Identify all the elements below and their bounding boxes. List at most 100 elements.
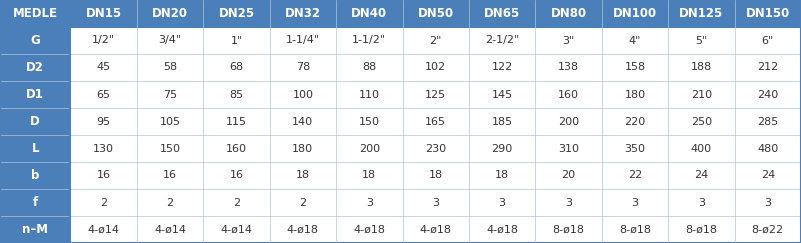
Bar — [137, 189, 203, 216]
Bar — [535, 216, 602, 243]
Bar — [70, 81, 137, 108]
Bar — [469, 54, 535, 81]
Text: 102: 102 — [425, 62, 446, 72]
Bar — [735, 27, 801, 54]
Text: 4-ø18: 4-ø18 — [287, 225, 319, 234]
Bar — [469, 0, 535, 27]
Text: 158: 158 — [625, 62, 646, 72]
Text: DN32: DN32 — [285, 7, 321, 20]
Bar — [0, 216, 70, 243]
Text: 18: 18 — [362, 171, 376, 181]
Bar — [137, 162, 203, 189]
Bar — [535, 108, 602, 135]
Text: L: L — [31, 142, 39, 155]
Bar — [735, 135, 801, 162]
Text: 165: 165 — [425, 116, 446, 127]
Text: 220: 220 — [624, 116, 646, 127]
Bar — [402, 0, 469, 27]
Text: 3: 3 — [764, 198, 771, 208]
Text: 5": 5" — [695, 35, 707, 45]
Bar — [137, 54, 203, 81]
Bar — [535, 0, 602, 27]
Text: DN15: DN15 — [86, 7, 122, 20]
Bar — [270, 108, 336, 135]
Text: 230: 230 — [425, 144, 446, 154]
Bar — [70, 135, 137, 162]
Text: 78: 78 — [296, 62, 310, 72]
Text: 8-ø18: 8-ø18 — [686, 225, 718, 234]
Bar — [535, 189, 602, 216]
Text: 160: 160 — [226, 144, 247, 154]
Bar — [602, 81, 668, 108]
Bar — [336, 189, 402, 216]
Bar — [469, 81, 535, 108]
Text: 2: 2 — [233, 198, 240, 208]
Bar — [402, 81, 469, 108]
Bar — [668, 189, 735, 216]
Bar — [602, 162, 668, 189]
Text: 285: 285 — [757, 116, 779, 127]
Bar — [336, 108, 402, 135]
Bar — [70, 27, 137, 54]
Text: 18: 18 — [296, 171, 310, 181]
Bar — [203, 81, 270, 108]
Text: 24: 24 — [694, 171, 709, 181]
Bar — [469, 189, 535, 216]
Bar — [336, 162, 402, 189]
Text: 185: 185 — [492, 116, 513, 127]
Bar — [602, 54, 668, 81]
Text: 8-ø22: 8-ø22 — [751, 225, 784, 234]
Text: 240: 240 — [757, 89, 779, 99]
Bar — [203, 27, 270, 54]
Text: 100: 100 — [292, 89, 313, 99]
Text: 2": 2" — [429, 35, 442, 45]
Text: 125: 125 — [425, 89, 446, 99]
Text: D1: D1 — [26, 88, 44, 101]
Bar — [535, 27, 602, 54]
Bar — [469, 135, 535, 162]
Bar — [336, 0, 402, 27]
Text: 20: 20 — [562, 171, 576, 181]
Bar — [0, 81, 70, 108]
Text: 2: 2 — [167, 198, 174, 208]
Bar — [535, 54, 602, 81]
Text: 3/4": 3/4" — [159, 35, 182, 45]
Text: 290: 290 — [492, 144, 513, 154]
Text: DN50: DN50 — [417, 7, 454, 20]
Bar — [270, 27, 336, 54]
Text: f: f — [33, 196, 38, 209]
Text: 45: 45 — [97, 62, 111, 72]
Text: 2: 2 — [100, 198, 107, 208]
Text: 145: 145 — [492, 89, 513, 99]
Text: 212: 212 — [757, 62, 779, 72]
Bar — [668, 0, 735, 27]
Text: 1-1/4": 1-1/4" — [286, 35, 320, 45]
Bar — [270, 189, 336, 216]
Text: 3: 3 — [698, 198, 705, 208]
Bar — [0, 27, 70, 54]
Text: 2: 2 — [300, 198, 307, 208]
Bar — [535, 81, 602, 108]
Text: 150: 150 — [159, 144, 180, 154]
Bar — [336, 135, 402, 162]
Bar — [203, 162, 270, 189]
Text: b: b — [31, 169, 39, 182]
Text: 2-1/2": 2-1/2" — [485, 35, 519, 45]
Text: DN40: DN40 — [351, 7, 388, 20]
Text: 250: 250 — [690, 116, 712, 127]
Text: DN20: DN20 — [152, 7, 188, 20]
Text: 16: 16 — [229, 171, 244, 181]
Text: DN65: DN65 — [484, 7, 521, 20]
Text: 16: 16 — [163, 171, 177, 181]
Text: DN100: DN100 — [613, 7, 657, 20]
Text: 65: 65 — [97, 89, 111, 99]
Text: 1-1/2": 1-1/2" — [352, 35, 386, 45]
Text: 122: 122 — [492, 62, 513, 72]
Text: 180: 180 — [625, 89, 646, 99]
Text: 4-ø18: 4-ø18 — [420, 225, 452, 234]
Bar — [735, 0, 801, 27]
Text: 4": 4" — [629, 35, 641, 45]
Bar — [0, 0, 70, 27]
Text: 140: 140 — [292, 116, 313, 127]
Bar — [137, 108, 203, 135]
